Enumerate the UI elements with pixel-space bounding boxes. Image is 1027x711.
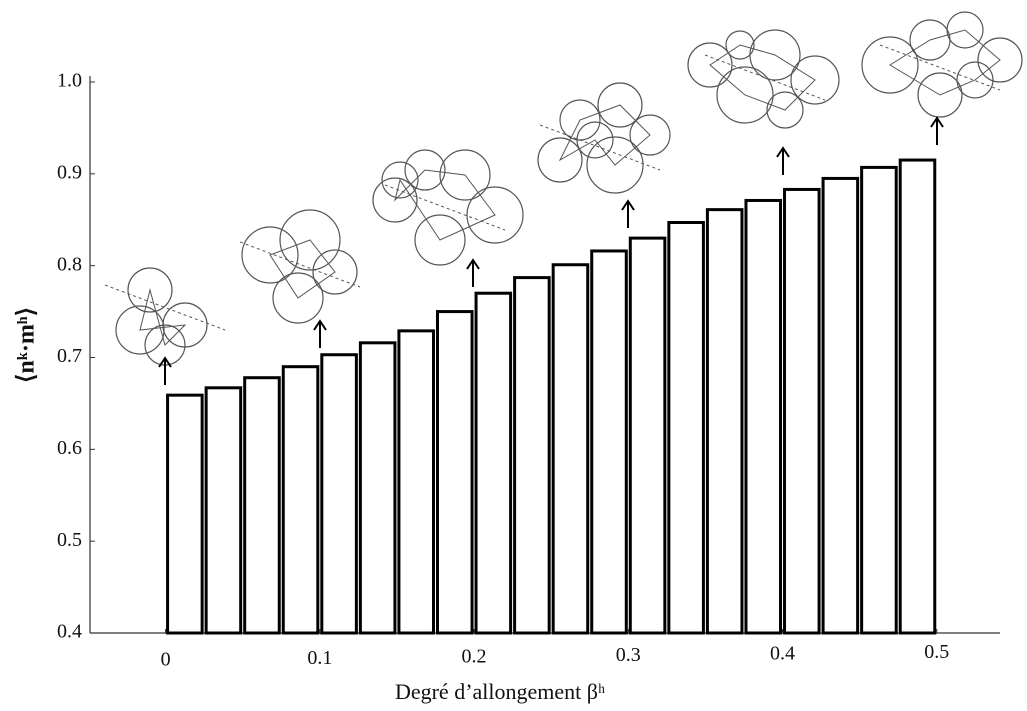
y-tick-label: 0.6 — [57, 437, 82, 459]
particle — [956, 61, 994, 99]
particle — [312, 249, 358, 295]
particle — [576, 121, 614, 159]
bar — [281, 365, 320, 635]
particle — [977, 37, 1023, 83]
particle — [537, 137, 583, 183]
bar — [474, 291, 513, 635]
particle — [716, 66, 774, 124]
contact-polygon — [558, 104, 651, 166]
particle — [766, 91, 804, 129]
y-tick-label: 0.9 — [57, 161, 82, 183]
arrow-head — [158, 356, 172, 368]
particle — [466, 186, 524, 244]
bar — [898, 158, 937, 635]
contact-polygon — [269, 239, 336, 299]
contact-polygon — [889, 29, 1001, 96]
contact-polygon — [394, 169, 496, 241]
bar — [397, 329, 435, 635]
bar — [667, 221, 705, 635]
elongation-axis — [879, 44, 1001, 91]
arrow-head — [621, 199, 635, 211]
bar — [744, 198, 783, 635]
particle — [597, 82, 643, 128]
x-tick-label: 0.1 — [307, 647, 332, 669]
bar — [783, 187, 821, 635]
bar — [435, 310, 474, 635]
particle — [629, 114, 671, 156]
contact-polygon — [709, 44, 816, 111]
arrow-head — [930, 116, 944, 128]
bar — [513, 276, 551, 635]
bar — [166, 393, 204, 635]
bar — [860, 165, 898, 635]
y-axis-label: ⟨nᵏ·mʰ⟩ — [14, 307, 40, 383]
y-tick-label: 1.0 — [57, 70, 82, 92]
y-tick-label: 0.8 — [57, 253, 82, 275]
bar — [243, 376, 281, 635]
contact-polygon — [139, 288, 187, 346]
particle — [725, 30, 755, 60]
particle — [372, 177, 418, 223]
cluster-illustrations — [104, 11, 1023, 385]
particle — [586, 136, 644, 194]
particle — [404, 149, 446, 191]
elongation-axis — [384, 184, 506, 231]
x-tick-label: 0.3 — [616, 644, 641, 666]
particle — [749, 29, 801, 81]
x-axis-label: Degré d’allongement βʰ — [395, 679, 605, 704]
arrow-head — [466, 258, 480, 270]
y-tick-label: 0.5 — [57, 529, 82, 551]
particle — [861, 36, 919, 94]
arrow-head — [313, 319, 327, 331]
particle — [687, 42, 733, 88]
particle — [381, 161, 419, 199]
bar — [590, 249, 628, 635]
bar — [204, 386, 243, 635]
y-tick-label: 0.7 — [57, 345, 82, 367]
arrow-head — [776, 146, 790, 158]
particle — [790, 55, 840, 105]
particle — [241, 226, 299, 284]
bar — [628, 236, 667, 635]
bar — [551, 263, 590, 635]
particle — [279, 209, 341, 271]
particle — [439, 149, 491, 201]
particle — [272, 272, 324, 324]
x-tick-label: 0 — [161, 649, 171, 671]
bar — [320, 353, 358, 635]
bar — [705, 208, 744, 635]
x-tick-label: 0.5 — [924, 641, 949, 663]
y-tick-label: 0.4 — [57, 621, 82, 643]
bar — [358, 341, 397, 635]
particle — [127, 267, 173, 313]
elongation-axis — [539, 124, 661, 171]
bar — [821, 176, 860, 635]
elongation-axis — [104, 284, 226, 331]
particle — [414, 214, 466, 266]
x-tick-label: 0.2 — [462, 646, 487, 668]
x-tick-label: 0.4 — [770, 643, 795, 665]
particle — [946, 11, 984, 49]
particle — [917, 72, 963, 118]
